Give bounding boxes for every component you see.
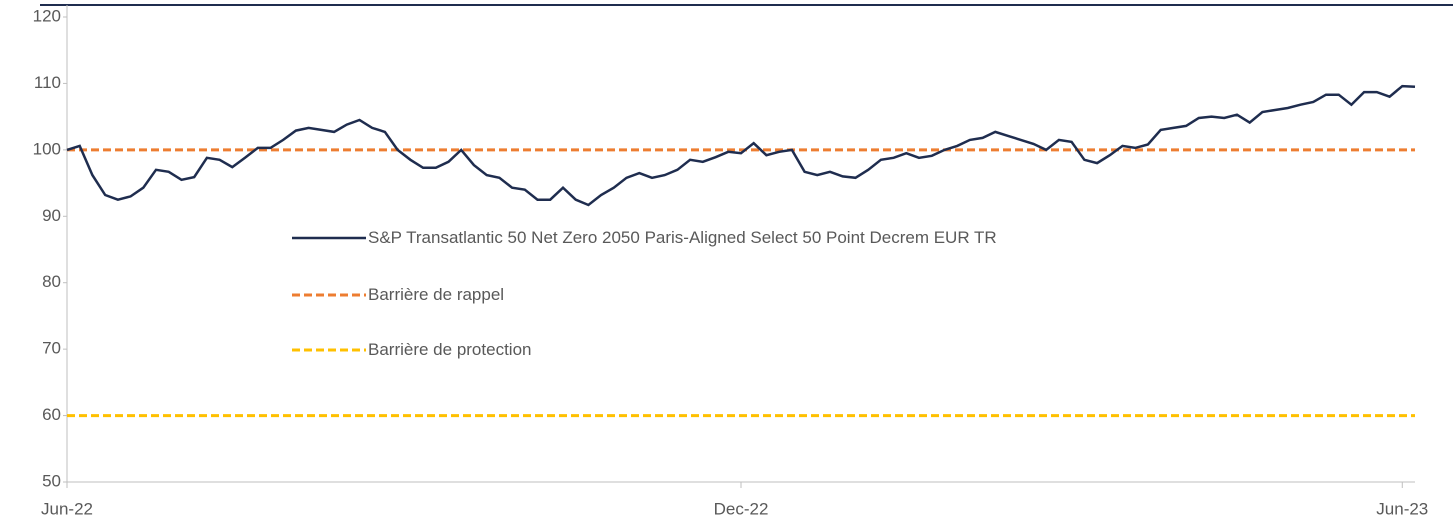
y-tick-label: 100	[33, 139, 61, 158]
legend-label: Barrière de protection	[368, 340, 532, 359]
y-tick-label: 50	[42, 471, 61, 490]
line-series	[66, 84, 1416, 207]
legend-swatch	[292, 293, 366, 297]
x-tick-label: Jun-23	[1376, 499, 1428, 518]
x-tick-label: Dec-22	[714, 499, 769, 518]
legend-label: Barrière de rappel	[368, 285, 505, 304]
legend-swatch	[292, 348, 366, 352]
legend-entry: Barrière de rappel	[292, 281, 1158, 309]
y-tick-label: 80	[42, 272, 61, 291]
y-tick-label: 90	[42, 206, 61, 225]
y-tick-label: 110	[34, 73, 61, 92]
legend-entry: Barrière de protection	[292, 336, 1158, 364]
legend-entry: S&P Transatlantic 50 Net Zero 2050 Paris…	[292, 224, 1158, 252]
y-tick-label: 70	[42, 339, 61, 358]
legend-label: S&P Transatlantic 50 Net Zero 2050 Paris…	[368, 228, 997, 247]
y-tick-label: 120	[33, 6, 61, 25]
x-tick-label: Jun-22	[41, 499, 93, 518]
y-tick-label: 60	[42, 405, 61, 424]
legend-swatch	[292, 236, 366, 240]
